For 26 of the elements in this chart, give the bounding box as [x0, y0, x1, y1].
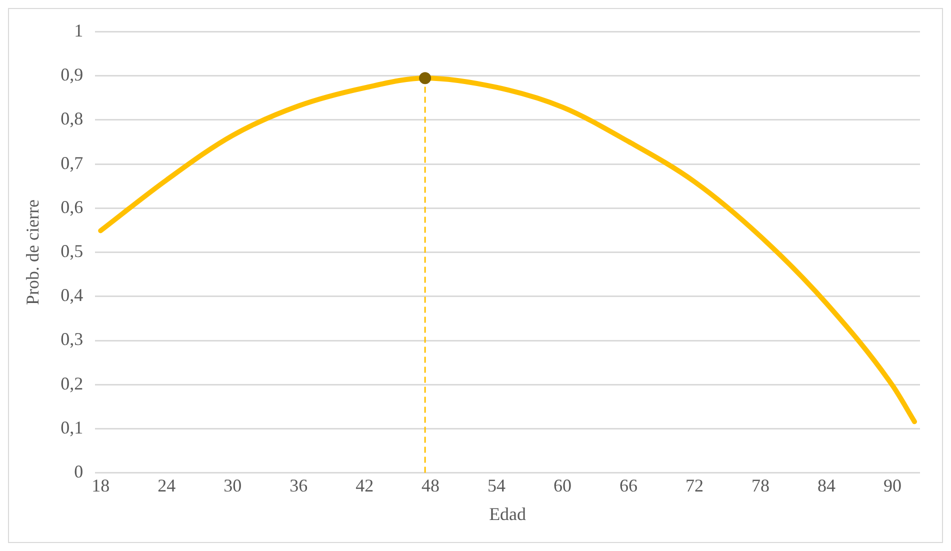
x-tick-label: 18	[92, 475, 110, 496]
x-tick-label: 60	[554, 475, 572, 496]
y-tick-label: 0,8	[60, 108, 84, 129]
y-tick-label: 0,3	[60, 329, 84, 350]
x-tick-label: 48	[422, 475, 440, 496]
x-tick-label: 90	[884, 475, 902, 496]
x-tick-label: 72	[686, 475, 704, 496]
y-tick-label: 0,7	[60, 152, 84, 173]
x-tick-label: 30	[224, 475, 242, 496]
y-tick-label: 0,1	[60, 417, 84, 438]
x-tick-label: 42	[356, 475, 374, 496]
y-tick-label: 1	[74, 20, 84, 41]
y-tick-label: 0,6	[60, 196, 84, 217]
x-tick-label: 66	[620, 475, 638, 496]
x-tick-label: 84	[818, 475, 836, 496]
y-tick-label: 0,9	[60, 64, 84, 85]
y-tick-label: 0	[74, 462, 84, 482]
y-tick-label: 0,2	[60, 373, 84, 394]
x-axis-title: Edad	[489, 504, 526, 524]
x-tick-label: 36	[290, 475, 308, 496]
y-tick-label: 0,4	[60, 285, 84, 306]
y-tick-label: 0,5	[60, 241, 84, 262]
y-axis-title: Prob. de cierre	[22, 200, 43, 306]
x-tick-label: 78	[752, 475, 770, 496]
x-tick-label: 54	[488, 475, 506, 496]
x-tick-label: 24	[158, 475, 176, 496]
